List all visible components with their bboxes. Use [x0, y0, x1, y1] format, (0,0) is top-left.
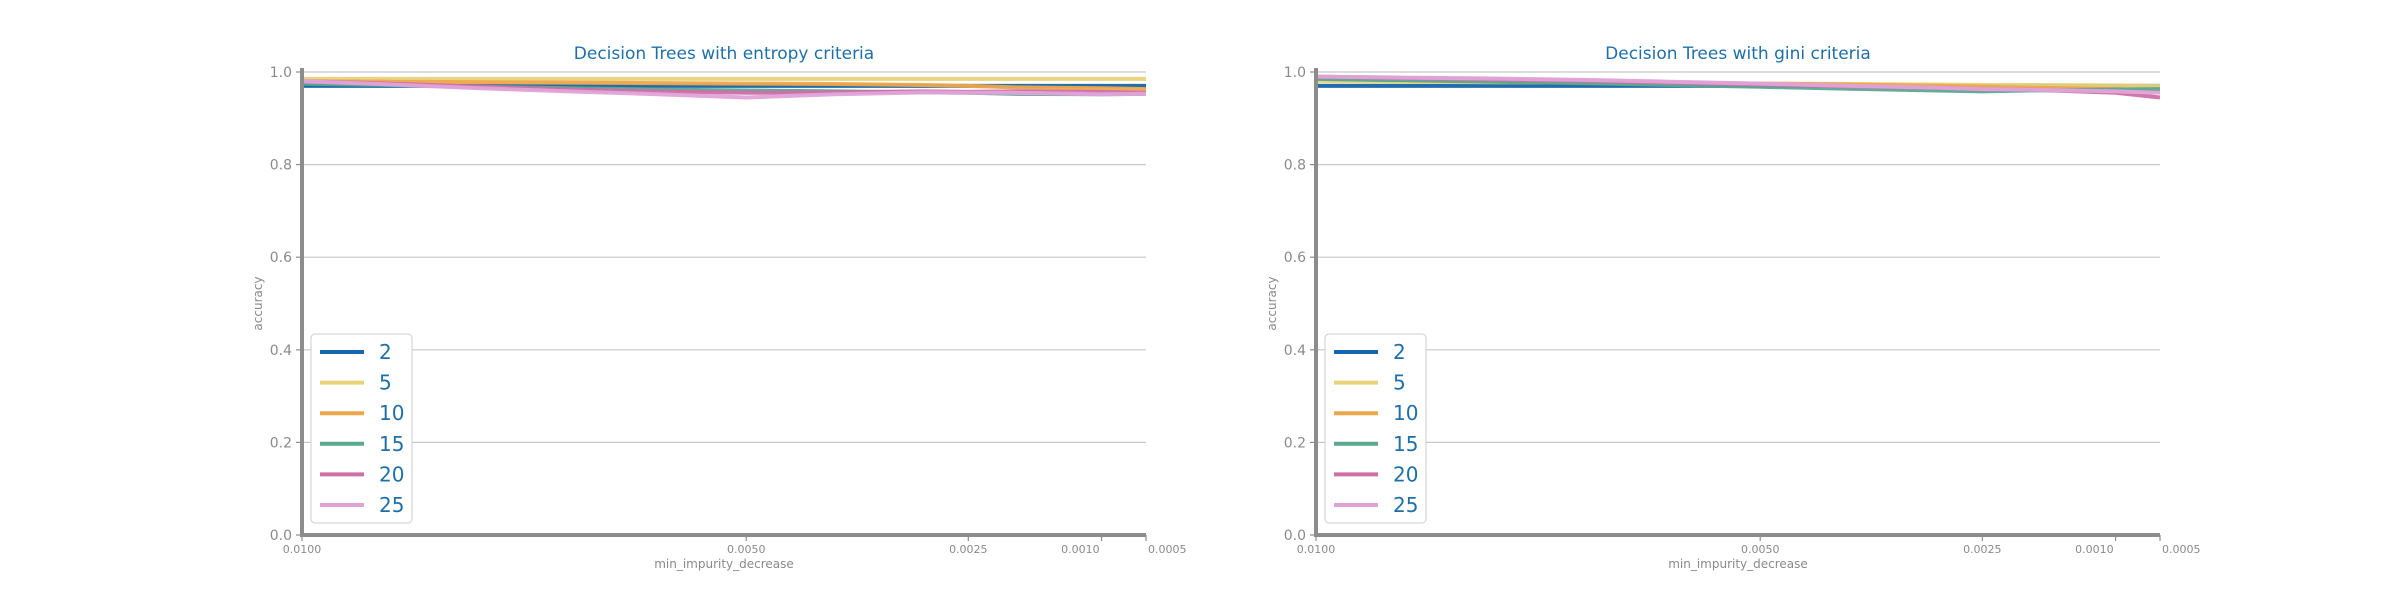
legend-label: 20	[1393, 462, 1418, 486]
x-tick-label: 0.0025	[1963, 543, 2002, 556]
series-line-25	[301, 79, 1147, 100]
legend-label: 5	[1393, 371, 1406, 395]
legend-label: 2	[1393, 340, 1406, 364]
x-axis-label: min_impurity_decrease	[654, 557, 794, 571]
chart-panel-1: 0.0 0.2 0.4 0.6 0.8 1.0 0.0100 0.0050 0.0025 0.00…	[251, 44, 1187, 571]
x-tick-label: 0.0005	[2162, 543, 2201, 556]
y-tick-label: 0.4	[270, 343, 292, 359]
legend-label: 15	[379, 432, 404, 456]
y-tick-label: 0.4	[1284, 343, 1306, 359]
y-axis-label: accuracy	[251, 276, 265, 330]
y-tick-label: 1.0	[270, 65, 292, 81]
x-tick-label: 0.0050	[727, 543, 766, 556]
legend-label: 25	[379, 493, 404, 517]
y-tick-label: 0.8	[1284, 158, 1306, 174]
y-tick-label: 0.2	[1284, 435, 1306, 451]
legend-label: 15	[1393, 432, 1418, 456]
y-tick-label: 0.6	[270, 250, 292, 266]
legend-label: 25	[1393, 493, 1418, 517]
x-tick-label: 0.0100	[1297, 543, 1336, 556]
chart-title: Decision Trees with entropy criteria	[574, 44, 874, 64]
y-tick-label: 0.0	[270, 528, 292, 544]
y-tick-label: 1.0	[1284, 65, 1306, 81]
x-tick-label: 0.0100	[283, 543, 322, 556]
y-tick-label: 0.8	[270, 158, 292, 174]
x-axis-label: min_impurity_decrease	[1668, 557, 1808, 571]
x-tick-label: 0.0050	[1741, 543, 1780, 556]
y-tick-label: 0.2	[270, 435, 292, 451]
chart-title: Decision Trees with gini criteria	[1605, 44, 1871, 64]
y-tick-label: 0.0	[1284, 528, 1306, 544]
legend-label: 5	[379, 371, 392, 395]
x-tick-label: 0.0025	[949, 543, 988, 556]
legend-label: 10	[1393, 401, 1418, 425]
legend-label: 20	[379, 462, 404, 486]
y-tick-label: 0.6	[1284, 250, 1306, 266]
series-line-25	[1315, 74, 2161, 95]
legend-label: 10	[379, 401, 404, 425]
chart-panel-2: 0.0 0.2 0.4 0.6 0.8 1.0 0.0100 0.0050 0.0025 0.00…	[1265, 44, 2201, 571]
legend-label: 2	[379, 340, 392, 364]
x-tick-label: 0.0010	[2075, 543, 2114, 556]
x-tick-label: 0.0005	[1148, 543, 1187, 556]
series-line-10	[301, 79, 1147, 92]
x-tick-label: 0.0010	[1061, 543, 1100, 556]
y-axis-label: accuracy	[1265, 276, 1279, 330]
